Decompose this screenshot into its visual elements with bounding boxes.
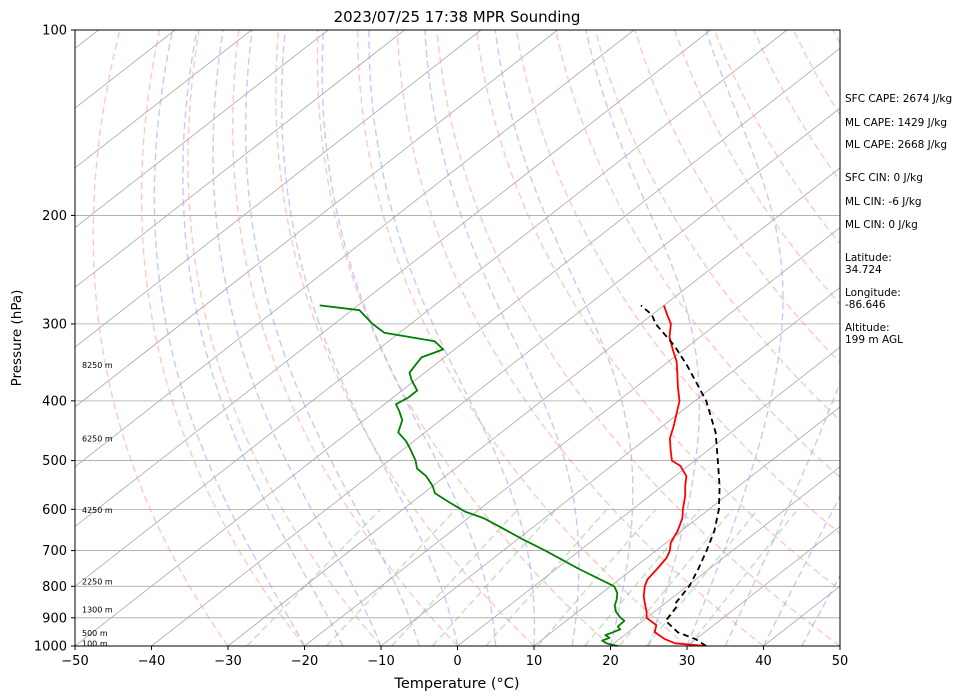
moist-adiabat-line bbox=[153, 30, 306, 646]
isotherm-line bbox=[533, 406, 840, 646]
y-tick-label: 400 bbox=[42, 394, 67, 409]
x-tick-label: −10 bbox=[367, 654, 394, 669]
isotherm-line bbox=[75, 30, 711, 527]
dry-adiabat-line bbox=[231, 30, 459, 646]
height-label: 8250 m bbox=[82, 361, 113, 370]
height-label: 1300 m bbox=[82, 605, 113, 614]
isotherm-line bbox=[304, 227, 840, 646]
y-tick-label: 700 bbox=[42, 544, 67, 559]
x-tick-label: 30 bbox=[679, 654, 696, 669]
isotherm-line bbox=[75, 30, 405, 288]
dry-adiabat-line bbox=[316, 30, 611, 646]
y-tick-label: 100 bbox=[42, 24, 67, 39]
parcel-line bbox=[640, 304, 721, 646]
x-tick-label: 50 bbox=[832, 654, 849, 669]
dry-adiabat-line bbox=[436, 30, 840, 646]
y-tick-label: 500 bbox=[42, 454, 67, 469]
height-label: 4250 m bbox=[82, 506, 113, 515]
moist-adiabat-line bbox=[321, 30, 497, 646]
mixing-ratio-line bbox=[431, 508, 557, 646]
chart-title: 2023/07/25 17:38 MPR Sounding bbox=[334, 8, 581, 26]
moist-adiabat-line bbox=[686, 30, 784, 646]
isotherm-line bbox=[380, 286, 840, 646]
dry-adiabat-line bbox=[475, 30, 840, 591]
dry-adiabat-line bbox=[952, 30, 968, 646]
moist-adiabat-line bbox=[424, 30, 580, 646]
dry-adiabat-line bbox=[396, 30, 764, 646]
isotherm-line bbox=[75, 30, 558, 408]
isotherm-line bbox=[686, 525, 840, 646]
info-annotation: ML CIN: -6 J/kg bbox=[845, 196, 922, 208]
info-annotation: Altitude: 199 m AGL bbox=[845, 322, 903, 346]
isotherm-line bbox=[75, 30, 788, 587]
x-tick-label: −30 bbox=[214, 654, 241, 669]
isotherm-line bbox=[75, 30, 329, 229]
x-tick-label: 0 bbox=[453, 654, 461, 669]
info-annotation: ML CIN: 0 J/kg bbox=[845, 219, 918, 231]
moist-adiabat-line bbox=[280, 30, 459, 646]
moist-adiabat-line bbox=[585, 30, 701, 646]
moist-adiabat-line bbox=[182, 30, 344, 646]
isotherm-line bbox=[610, 466, 840, 646]
x-tick-label: 40 bbox=[755, 654, 772, 669]
y-axis-label: Pressure (hPa) bbox=[9, 290, 25, 387]
isotherm-line bbox=[75, 30, 176, 109]
moist-adiabat-line bbox=[762, 494, 840, 646]
y-tick-label: 800 bbox=[42, 580, 67, 595]
isotherm-line bbox=[75, 30, 482, 348]
height-label: 500 m bbox=[82, 629, 108, 638]
moist-adiabat-line bbox=[801, 574, 840, 646]
info-annotation: Latitude: 34.724 bbox=[845, 252, 892, 276]
mixing-ratio-line bbox=[688, 508, 799, 646]
x-tick-label: −50 bbox=[61, 654, 88, 669]
y-tick-label: 1000 bbox=[34, 640, 67, 655]
dewpoint-line bbox=[319, 304, 626, 646]
x-tick-label: 10 bbox=[526, 654, 543, 669]
dry-adiabat-line bbox=[187, 30, 382, 646]
dry-adiabat-line bbox=[356, 30, 688, 646]
height-label: 6250 m bbox=[82, 434, 113, 443]
info-annotation: Longitude: -86.646 bbox=[845, 287, 901, 311]
isotherm-line bbox=[457, 346, 840, 646]
isotherm-line bbox=[75, 30, 635, 468]
height-label: 2250 m bbox=[82, 578, 113, 587]
isotherm-line bbox=[227, 167, 840, 646]
moist-adiabat-line bbox=[245, 30, 420, 646]
temperature-line bbox=[642, 305, 707, 646]
mixing-ratio-line bbox=[646, 508, 759, 646]
y-tick-label: 900 bbox=[42, 611, 67, 626]
dry-adiabat-line bbox=[275, 30, 535, 646]
y-tick-label: 600 bbox=[42, 503, 67, 518]
dry-adiabat-line bbox=[555, 30, 840, 479]
moist-adiabat-line bbox=[724, 380, 840, 646]
height-label: 100 m bbox=[82, 639, 108, 648]
info-annotation: ML CAPE: 1429 J/kg bbox=[845, 117, 948, 129]
isotherm-line bbox=[75, 47, 840, 646]
mixing-ratio-line bbox=[325, 508, 457, 646]
x-tick-label: −20 bbox=[291, 654, 318, 669]
isotherm-line bbox=[75, 30, 252, 169]
moist-adiabat-line bbox=[212, 30, 382, 646]
x-axis-label: Temperature (°C) bbox=[393, 676, 519, 692]
x-tick-label: −40 bbox=[138, 654, 165, 669]
y-tick-label: 200 bbox=[42, 209, 67, 224]
isotherm-line bbox=[151, 107, 840, 646]
info-annotation: SFC CIN: 0 J/kg bbox=[845, 172, 923, 184]
y-tick-label: 300 bbox=[42, 317, 67, 332]
mixing-ratio-line bbox=[391, 508, 519, 646]
dry-adiabat-line bbox=[594, 30, 840, 422]
info-annotation: ML CAPE: 2668 J/kg bbox=[845, 139, 948, 151]
info-annotation: SFC CAPE: 2674 J/kg bbox=[845, 93, 953, 105]
dry-adiabat-line bbox=[92, 30, 229, 646]
x-tick-label: 20 bbox=[602, 654, 619, 669]
dry-adiabat-line bbox=[140, 30, 306, 646]
